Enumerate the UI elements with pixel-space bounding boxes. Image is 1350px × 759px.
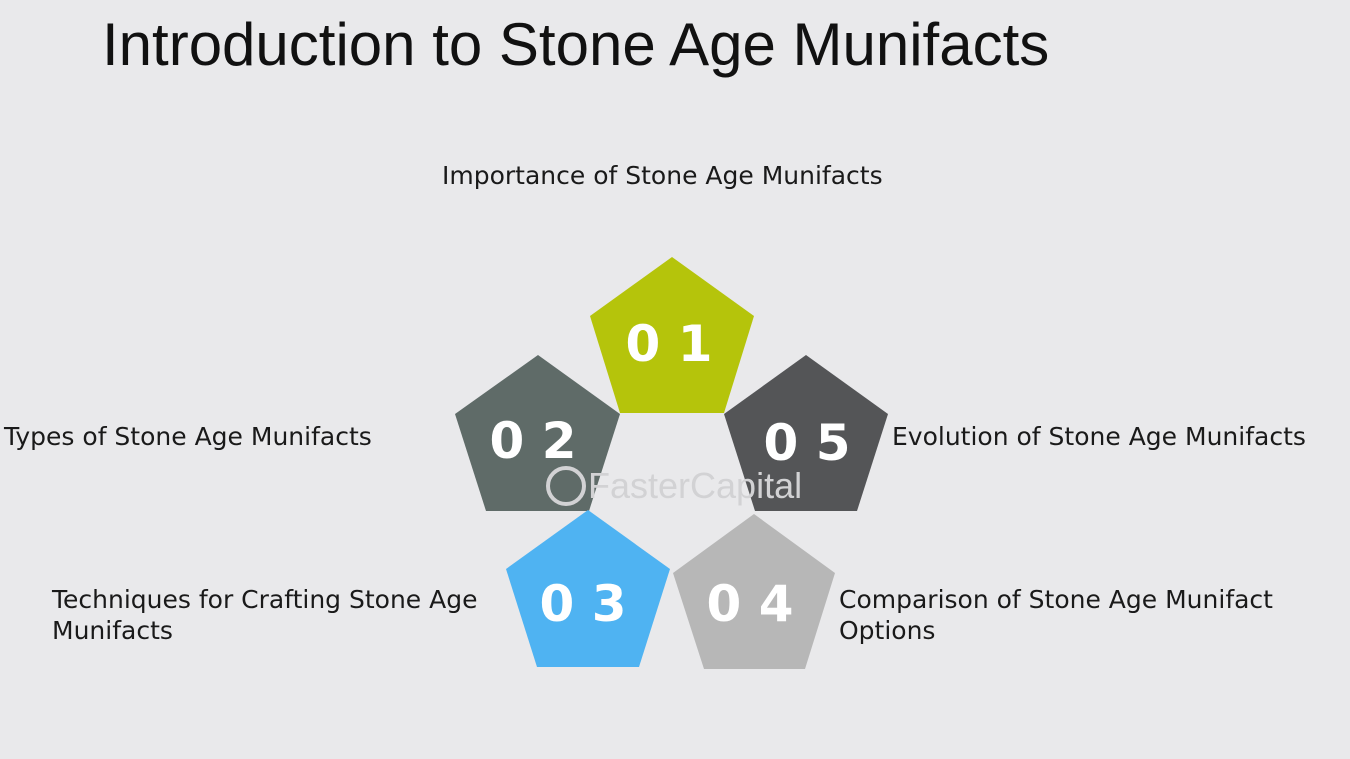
label-evolution: Evolution of Stone Age Munifacts <box>892 422 1306 451</box>
pentagon-04-shape <box>673 514 835 669</box>
pentagon-02-number: 0 2 <box>490 412 577 470</box>
label-comparison: Comparison of Stone Age Munifact Options <box>839 585 1273 645</box>
pentagon-03-shape <box>506 510 670 667</box>
pentagon-01: 0 1 <box>590 257 754 413</box>
pentagon-01-number: 0 1 <box>626 315 713 373</box>
watermark-text: FasterCapital <box>588 465 802 506</box>
pentagon-03: 0 3 <box>506 510 670 667</box>
watermark-gear-icon <box>546 466 586 506</box>
page-title: Introduction to Stone Age Munifacts <box>102 11 1050 78</box>
watermark: FasterCapital <box>546 465 802 506</box>
pentagon-05: 0 5 <box>724 355 888 511</box>
pentagon-05-number: 0 5 <box>764 414 851 472</box>
label-techniques: Techniques for Crafting Stone Age Munifa… <box>52 585 478 645</box>
label-types: Types of Stone Age Munifacts <box>4 422 372 451</box>
pentagon-04: 0 4 <box>673 514 835 669</box>
pentagon-03-number: 0 3 <box>540 575 627 633</box>
pentagon-05-shape <box>724 355 888 511</box>
label-importance: Importance of Stone Age Munifacts <box>442 161 883 190</box>
pentagon-04-number: 0 4 <box>707 575 794 633</box>
pentagon-01-shape <box>590 257 754 413</box>
